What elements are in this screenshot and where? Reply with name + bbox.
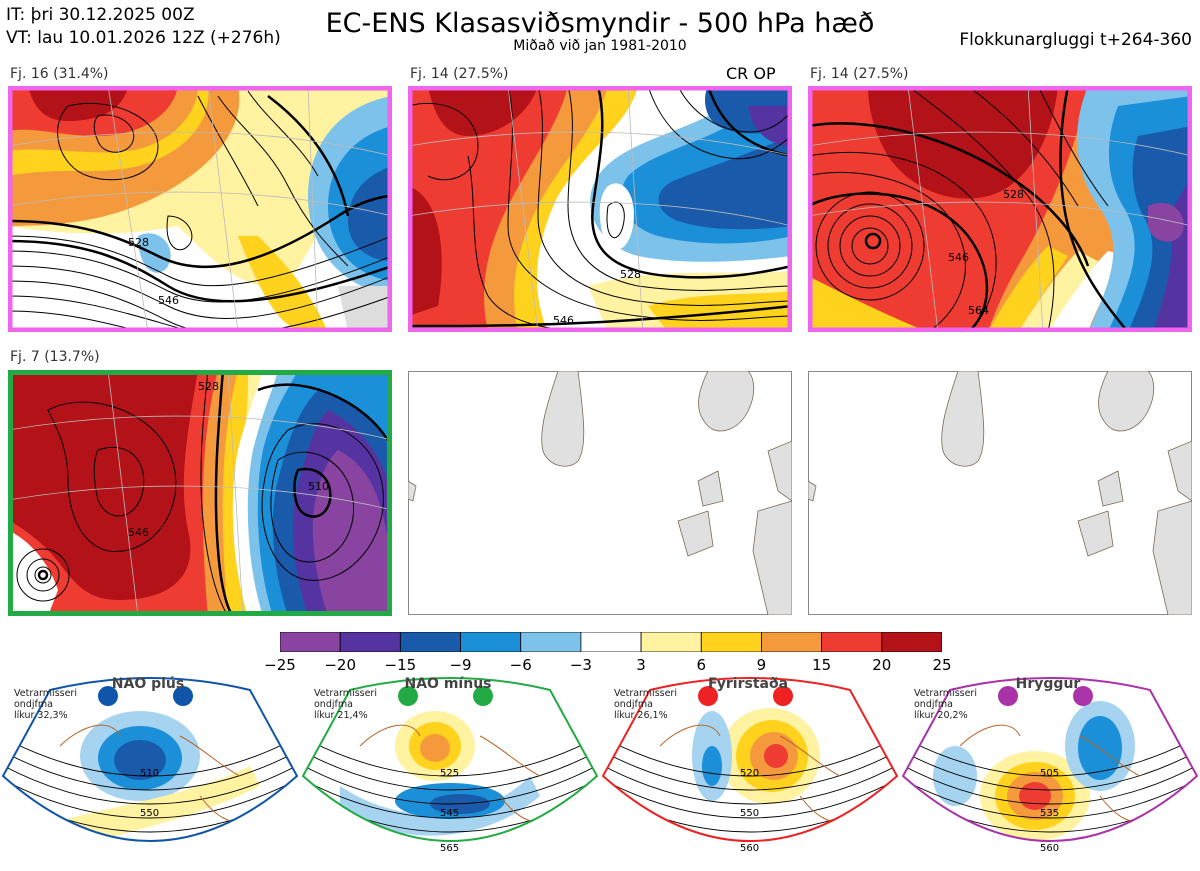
regime-marker-dot bbox=[773, 686, 793, 706]
page-title: EC-ENS Klasasviðsmyndir - 500 hPa hæð bbox=[325, 8, 875, 39]
colorbar-tick-label: −9 bbox=[449, 656, 472, 674]
colorbar-segment bbox=[339, 631, 401, 653]
colorbar-segment bbox=[399, 631, 461, 653]
panel-4-label: Fj. 7 (13.7%) bbox=[10, 349, 100, 365]
colorbar-tick-label: 15 bbox=[812, 656, 832, 674]
colorbar-tick-label: 25 bbox=[932, 656, 952, 674]
regime-contour-label: 505 bbox=[1040, 768, 1059, 779]
cluster-map-3[interactable]: 528 546 564 bbox=[808, 86, 1192, 332]
colorbar-tick-label: −25 bbox=[264, 656, 296, 674]
colorbar-segment bbox=[279, 631, 341, 653]
regime-name: NAO mínus bbox=[404, 676, 492, 692]
regime-info: Vetrarmisseri ondjfma líkur 20,2% bbox=[914, 688, 977, 721]
contour-label: 546 bbox=[158, 294, 179, 307]
colorbar-tick-label: −6 bbox=[509, 656, 532, 674]
regime-panel: 505 535 560 Vetrarmisseri ondjfma líkur 20,2%… bbox=[900, 676, 1200, 868]
regime-contour-label: 510 bbox=[140, 768, 159, 779]
contour-label: 528 bbox=[1003, 188, 1024, 201]
regime-marker-dot bbox=[1073, 686, 1093, 706]
colorbar-tick-label: 9 bbox=[756, 656, 767, 674]
regime-contour-label: 545 bbox=[440, 808, 459, 819]
regime-info: Vetrarmisseri ondjfma líkur 32,3% bbox=[14, 688, 77, 721]
regime-name: Fyrirstaða bbox=[707, 676, 789, 692]
cluster-map-1[interactable]: 528 546 bbox=[8, 86, 392, 332]
classification-window: Flokkunargluggi t+264-360 bbox=[959, 30, 1192, 50]
regime-contour-label: 535 bbox=[1040, 808, 1059, 819]
regime-marker-dot bbox=[998, 686, 1018, 706]
regime-contour-label: 550 bbox=[140, 808, 159, 819]
colorbar-segment bbox=[761, 631, 823, 653]
regime-name: NAO plús bbox=[111, 676, 185, 692]
colorbar-tick-label: 20 bbox=[872, 656, 892, 674]
panel-2-label: Fj. 14 (27.5%) bbox=[410, 66, 509, 82]
contour-label: 528 bbox=[198, 380, 219, 393]
regime-marker-dot bbox=[173, 686, 193, 706]
regime-contour-label: 560 bbox=[1040, 843, 1059, 854]
colorbar-tick-label: −3 bbox=[569, 656, 592, 674]
contour-label: 510 bbox=[308, 480, 329, 493]
panel-1-label: Fj. 16 (31.4%) bbox=[10, 66, 109, 82]
regime-contour-label: 525 bbox=[440, 768, 459, 779]
page-subtitle: Miðað við jan 1981-2010 bbox=[513, 38, 687, 54]
regime-marker-dot bbox=[473, 686, 493, 706]
regime-marker-dot bbox=[698, 686, 718, 706]
panel-2-tag: CR OP bbox=[726, 64, 776, 83]
colorbar-tick-label: −20 bbox=[324, 656, 356, 674]
panel-3-label: Fj. 14 (27.5%) bbox=[810, 66, 909, 82]
colorbar-tick-label: 6 bbox=[696, 656, 707, 674]
colorbar-segment bbox=[520, 631, 582, 653]
regime-marker-dot bbox=[398, 686, 418, 706]
regime-contour-label: 550 bbox=[740, 808, 759, 819]
colorbar-segment bbox=[640, 631, 702, 653]
regime-contour-label: 520 bbox=[740, 768, 759, 779]
empty-map-6 bbox=[808, 371, 1192, 615]
init-time: IT: þri 30.12.2025 00Z bbox=[6, 5, 195, 25]
header-times: IT: þri 30.12.2025 00Z VT: lau 10.01.202… bbox=[6, 4, 281, 50]
regime-info: Vetrarmisseri ondjfma líkur 21,4% bbox=[314, 688, 377, 721]
colorbar-tick-label: −15 bbox=[384, 656, 417, 674]
regime-info: Vetrarmisseri ondjfma líkur 26,1% bbox=[614, 688, 677, 721]
cluster-map-4[interactable]: 528 546 510 bbox=[8, 370, 392, 616]
cluster-map-2[interactable]: 528 546 564 bbox=[408, 86, 792, 332]
colorbar-tick-label: 3 bbox=[636, 656, 646, 674]
contour-label: 546 bbox=[948, 251, 969, 264]
contour-label: 546 bbox=[553, 314, 574, 327]
colorbar-segment bbox=[580, 631, 642, 653]
colorbar-segment bbox=[881, 631, 943, 653]
contour-label: 546 bbox=[128, 526, 149, 539]
regime-name: Hryggur bbox=[1015, 676, 1081, 692]
contour-label: 564 bbox=[968, 304, 989, 317]
regime-marker-dot bbox=[98, 686, 118, 706]
regime-panel: 520 550 560 Vetrarmisseri ondjfma líkur 26,1%… bbox=[600, 676, 900, 868]
colorbar-segment bbox=[700, 631, 762, 653]
colorbar-segment bbox=[460, 631, 522, 653]
regime-panel: 510 550 Vetrarmisseri ondjfma líkur 32,3% NAO… bbox=[0, 676, 300, 868]
contour-label: 528 bbox=[620, 268, 641, 281]
empty-map-5 bbox=[408, 371, 792, 615]
regime-panel: 525 545 565 Vetrarmisseri ondjfma líkur 21,4%… bbox=[300, 676, 600, 868]
valid-time: VT: lau 10.01.2026 12Z (+276h) bbox=[6, 28, 281, 48]
regime-contour-label: 560 bbox=[740, 843, 759, 854]
regime-contour-label: 565 bbox=[440, 843, 459, 854]
colorbar-segment bbox=[821, 631, 883, 653]
contour-label: 528 bbox=[128, 236, 149, 249]
colorbar bbox=[279, 631, 943, 653]
